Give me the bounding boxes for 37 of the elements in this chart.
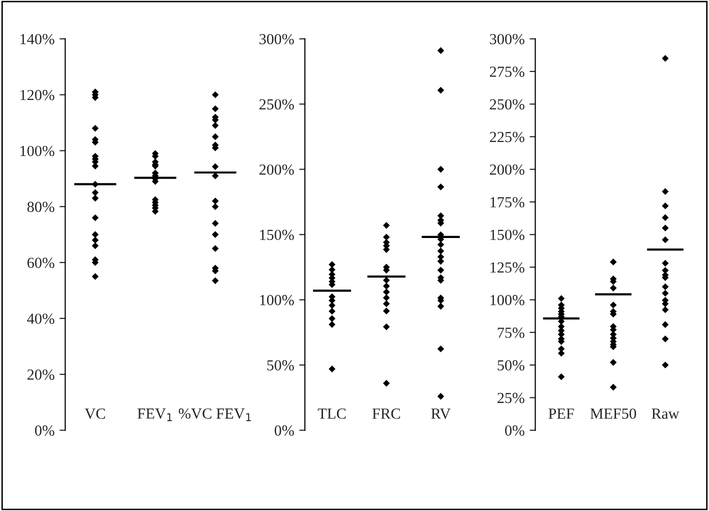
x-tick-label: %VC FEV$_{1}$ [178,408,251,422]
y-tick-label: 200% [259,164,294,175]
y-tick-label: 100% [260,294,294,306]
x-tick-label: Raw [652,408,680,419]
x-tick-label: FEV$_{1}$ [138,408,172,422]
x-tick-label: VC [84,408,106,419]
y-tick-label: 20% [27,369,54,380]
y-tick-label: 140% [20,34,54,44]
y-tick-label: 150% [260,230,294,240]
y-tick-label: 275% [490,66,524,77]
y-tick-label: 0% [35,425,54,436]
y-tick-label: 150% [490,230,524,240]
y-tick-label: 0% [274,425,294,436]
y-tick-label: 175% [490,197,524,208]
y-tick-label: 120% [20,90,54,100]
x-tick-label: FRC [372,408,400,419]
y-tick-label: 125% [490,262,524,273]
y-tick-label: 100% [490,294,524,306]
y-tick-label: 250% [490,99,524,110]
y-tick-label: 300% [260,34,294,44]
y-tick-label: 75% [498,328,524,338]
x-tick-label: PEF [548,408,574,419]
y-tick-label: 250% [259,99,294,110]
y-tick-label: 60% [27,258,54,268]
y-tick-label: 50% [498,360,524,371]
x-tick-label: TLC [318,408,346,419]
y-tick-label: 40% [27,314,54,324]
x-tick-label: MEF50 [590,408,636,419]
y-tick-label: 200% [490,164,524,175]
y-tick-label: 25% [498,392,524,404]
y-tick-label: 225% [490,132,524,142]
y-tick-label: 300% [490,34,524,44]
y-tick-label: 0% [505,425,524,436]
y-tick-label: 50% [267,360,294,371]
x-tick-label: RV [431,408,451,419]
y-tick-label: 80% [27,202,54,212]
y-tick-label: 100% [20,146,54,156]
